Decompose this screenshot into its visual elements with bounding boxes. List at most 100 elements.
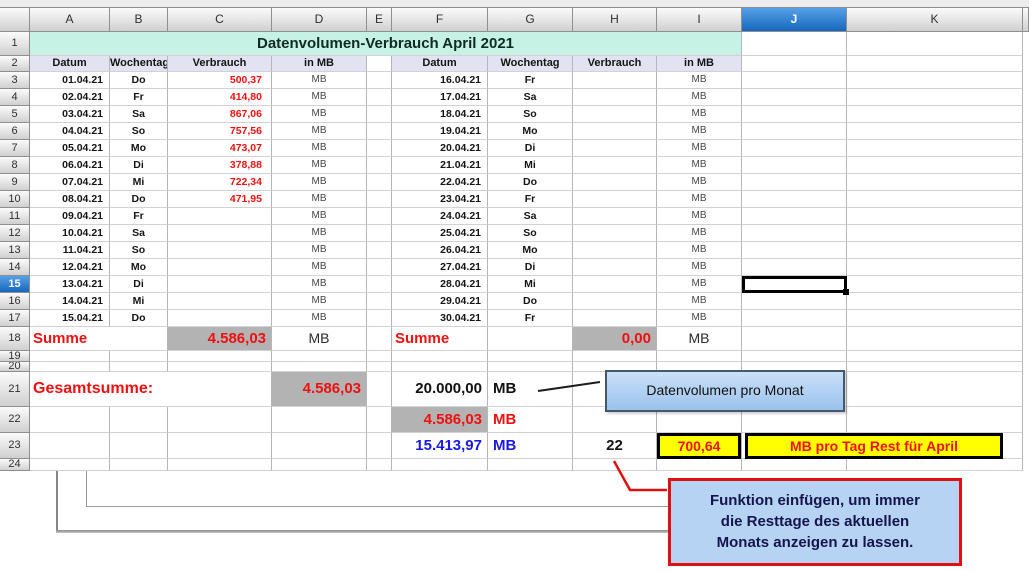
cell-C15[interactable]	[168, 276, 272, 293]
cell-H23[interactable]: 22	[573, 433, 657, 459]
row-header-16[interactable]: 16	[0, 293, 30, 310]
cell-E6[interactable]	[367, 123, 392, 140]
cell-C4[interactable]: 414,80	[168, 89, 272, 106]
row-header-4[interactable]: 4	[0, 89, 30, 106]
cell-G23[interactable]: MB	[488, 433, 573, 459]
cell-E7[interactable]	[367, 140, 392, 157]
cell-J19[interactable]	[742, 351, 847, 362]
column-header-H[interactable]: H	[573, 8, 657, 32]
cell-F16[interactable]: 29.04.21	[392, 293, 488, 310]
row-header-19[interactable]: 19	[0, 351, 30, 362]
cell-B3[interactable]: Do	[110, 72, 168, 89]
cell-B6[interactable]: So	[110, 123, 168, 140]
cell-I8[interactable]: MB	[657, 157, 742, 174]
cell-G4[interactable]: Sa	[488, 89, 573, 106]
cell-I6[interactable]: MB	[657, 123, 742, 140]
cell-K2[interactable]	[847, 56, 1023, 72]
cell-G9[interactable]: Do	[488, 174, 573, 191]
cell-J5[interactable]	[742, 106, 847, 123]
cell-J10[interactable]	[742, 191, 847, 208]
cell-F4[interactable]: 17.04.21	[392, 89, 488, 106]
cell-A22[interactable]	[30, 407, 110, 433]
cell-D4[interactable]: MB	[272, 89, 367, 106]
cell-J3[interactable]	[742, 72, 847, 89]
row-header-12[interactable]: 12	[0, 225, 30, 242]
cell-B22[interactable]	[110, 407, 168, 433]
column-header-B[interactable]: B	[110, 8, 168, 32]
cell-F21[interactable]: 20.000,00	[392, 372, 488, 407]
cell-H6[interactable]	[573, 123, 657, 140]
cell-K16[interactable]	[847, 293, 1023, 310]
cell-E10[interactable]	[367, 191, 392, 208]
cell-D8[interactable]: MB	[272, 157, 367, 174]
column-header-I[interactable]: I	[657, 8, 742, 32]
cell-K12[interactable]	[847, 225, 1023, 242]
cell-H2[interactable]: Verbrauch	[573, 56, 657, 72]
cell-G22[interactable]: MB	[488, 407, 573, 433]
cell-G5[interactable]: So	[488, 106, 573, 123]
row-header-23[interactable]: 23	[0, 433, 30, 459]
cell-I7[interactable]: MB	[657, 140, 742, 157]
cell-E21[interactable]	[367, 372, 392, 407]
row-header-18[interactable]: 18	[0, 327, 30, 351]
cell-K19[interactable]	[847, 351, 1023, 362]
cell-D2[interactable]: in MB	[272, 56, 367, 72]
cell-G17[interactable]: Fr	[488, 310, 573, 327]
row-header-8[interactable]: 8	[0, 157, 30, 174]
cell-K10[interactable]	[847, 191, 1023, 208]
cell-F10[interactable]: 23.04.21	[392, 191, 488, 208]
cell-I18[interactable]: MB	[657, 327, 742, 351]
cell-D3[interactable]: MB	[272, 72, 367, 89]
cell-A1[interactable]: Datenvolumen-Verbrauch April 2021	[30, 32, 742, 56]
cell-G16[interactable]: Do	[488, 293, 573, 310]
cell-A9[interactable]: 07.04.21	[30, 174, 110, 191]
cell-A18[interactable]: Summe	[30, 327, 168, 351]
cell-A6[interactable]: 04.04.21	[30, 123, 110, 140]
cell-I13[interactable]: MB	[657, 242, 742, 259]
cell-E16[interactable]	[367, 293, 392, 310]
cell-A4[interactable]: 02.04.21	[30, 89, 110, 106]
cell-C11[interactable]	[168, 208, 272, 225]
cell-K9[interactable]	[847, 174, 1023, 191]
cell-E17[interactable]	[367, 310, 392, 327]
cell-D7[interactable]: MB	[272, 140, 367, 157]
cell-E15[interactable]	[367, 276, 392, 293]
cell-H12[interactable]	[573, 225, 657, 242]
cell-D22[interactable]	[272, 407, 367, 433]
cell-B19[interactable]	[110, 351, 168, 362]
cell-I3[interactable]: MB	[657, 72, 742, 89]
cell-G8[interactable]: Mi	[488, 157, 573, 174]
cell-I2[interactable]: in MB	[657, 56, 742, 72]
cell-C12[interactable]	[168, 225, 272, 242]
cell-E24[interactable]	[367, 459, 392, 471]
cell-J17[interactable]	[742, 310, 847, 327]
cell-A12[interactable]: 10.04.21	[30, 225, 110, 242]
cell-D13[interactable]: MB	[272, 242, 367, 259]
cell-F2[interactable]: Datum	[392, 56, 488, 72]
cell-H11[interactable]	[573, 208, 657, 225]
cell-H18[interactable]: 0,00	[573, 327, 657, 351]
cell-E2[interactable]	[367, 56, 392, 72]
cell-I23-per-day-value[interactable]: 700,64	[657, 433, 741, 459]
row-header-22[interactable]: 22	[0, 407, 30, 433]
row-header-13[interactable]: 13	[0, 242, 30, 259]
cell-A2[interactable]: Datum	[30, 56, 110, 72]
cell-J7[interactable]	[742, 140, 847, 157]
row-header-5[interactable]: 5	[0, 106, 30, 123]
cell-B10[interactable]: Do	[110, 191, 168, 208]
cell-F12[interactable]: 25.04.21	[392, 225, 488, 242]
cell-D19[interactable]	[272, 351, 367, 362]
row-header-15[interactable]: 15	[0, 276, 30, 293]
cell-G2[interactable]: Wochentag	[488, 56, 573, 72]
cell-K11[interactable]	[847, 208, 1023, 225]
cell-K3[interactable]	[847, 72, 1023, 89]
cell-F9[interactable]: 22.04.21	[392, 174, 488, 191]
cell-H19[interactable]	[573, 351, 657, 362]
cell-K13[interactable]	[847, 242, 1023, 259]
row-header-20[interactable]: 20	[0, 362, 30, 372]
cell-B4[interactable]: Fr	[110, 89, 168, 106]
cell-G13[interactable]: Mo	[488, 242, 573, 259]
cell-A20[interactable]	[30, 362, 110, 372]
cell-A23[interactable]	[30, 433, 110, 459]
column-header-K[interactable]: K	[847, 8, 1023, 32]
